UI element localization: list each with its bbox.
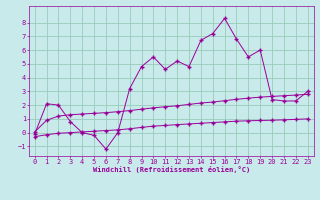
- X-axis label: Windchill (Refroidissement éolien,°C): Windchill (Refroidissement éolien,°C): [92, 166, 250, 173]
